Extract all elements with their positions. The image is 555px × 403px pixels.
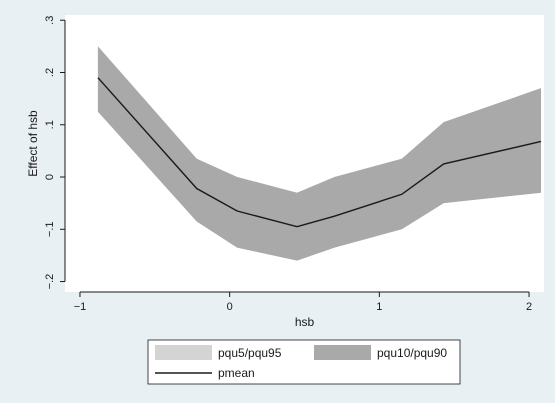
line-pmean — [97, 77, 542, 228]
legend-label-pqu5-pqu95: pqu5/pqu95 — [218, 346, 282, 360]
y-tick-label: 0 — [44, 174, 56, 180]
legend-label-pmean: pmean — [218, 366, 255, 380]
y-axis-title: Effect of hsb — [26, 110, 40, 177]
legend-swatch-pqu10-pqu90 — [314, 345, 371, 360]
x-axis-title: hsb — [295, 315, 315, 329]
y-axis-ticks: −.2 −.1 0 .1 .2 .3 — [44, 16, 65, 290]
y-tick-label: −.1 — [44, 221, 56, 237]
legend-label-pqu10-pqu90: pqu10/pqu90 — [377, 346, 447, 360]
y-tick-label: −.2 — [44, 274, 56, 290]
band-pqu10-pqu90 — [97, 46, 542, 261]
mean-lines — [97, 77, 542, 228]
y-tick-label: .3 — [44, 16, 56, 25]
x-axis-ticks: −1 0 1 2 — [74, 292, 532, 313]
x-tick-label: 2 — [526, 301, 532, 313]
legend: pqu5/pqu95 pqu10/pqu90 pmean — [147, 339, 461, 385]
x-tick-label: 1 — [376, 301, 382, 313]
confidence-bands — [97, 46, 542, 261]
y-tick-label: .1 — [44, 120, 56, 129]
legend-swatch-pqu5-pqu95 — [155, 345, 212, 360]
x-tick-label: 0 — [227, 301, 233, 313]
x-tick-label: −1 — [74, 301, 87, 313]
y-tick-label: .2 — [44, 68, 56, 77]
